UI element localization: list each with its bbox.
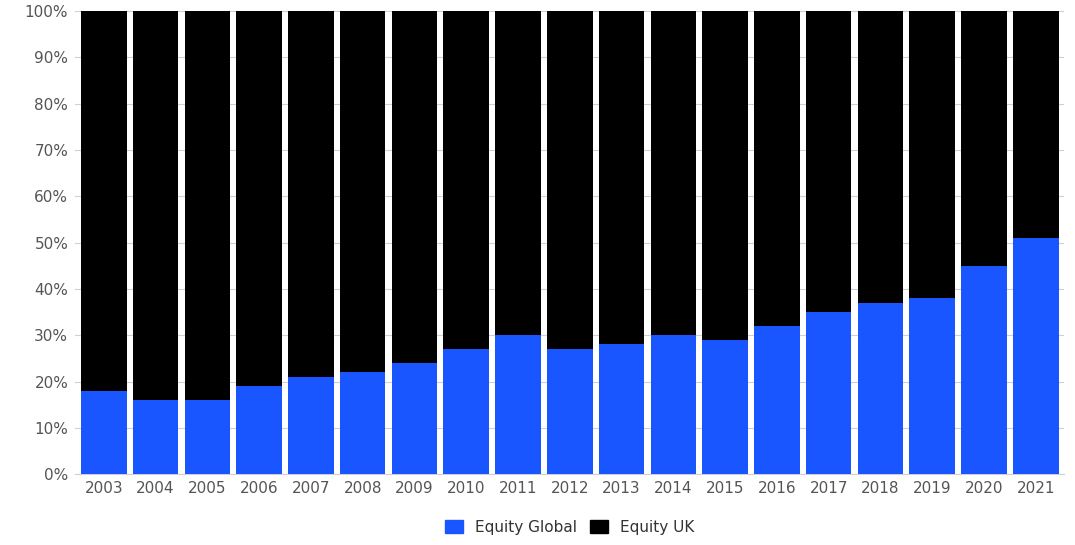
Bar (340, 11, 386, 372)
Bar (391, 11, 438, 363)
Bar (443, 11, 489, 349)
Bar (547, 349, 592, 474)
Legend: Equity Global, Equity UK: Equity Global, Equity UK (439, 513, 701, 541)
Bar (961, 11, 1007, 265)
Bar (702, 11, 748, 340)
Bar (806, 11, 851, 312)
Bar (806, 312, 851, 474)
Bar (81, 11, 127, 391)
Bar (858, 11, 903, 303)
Bar (132, 400, 178, 474)
Bar (496, 11, 541, 335)
Bar (288, 377, 333, 474)
Bar (961, 265, 1007, 474)
Bar (754, 11, 800, 326)
Bar (496, 335, 541, 474)
Bar (1013, 238, 1059, 474)
Bar (547, 11, 592, 349)
Bar (236, 11, 282, 386)
Bar (391, 363, 438, 474)
Bar (599, 344, 644, 474)
Bar (185, 400, 230, 474)
Bar (236, 386, 282, 474)
Bar (185, 11, 230, 400)
Bar (288, 11, 333, 377)
Bar (1013, 11, 1059, 238)
Bar (81, 391, 127, 474)
Bar (650, 335, 697, 474)
Bar (754, 326, 800, 474)
Bar (132, 11, 178, 400)
Bar (858, 303, 903, 474)
Bar (909, 11, 955, 298)
Bar (650, 11, 697, 335)
Bar (443, 349, 489, 474)
Bar (599, 11, 644, 344)
Bar (909, 298, 955, 474)
Bar (340, 372, 386, 474)
Bar (702, 340, 748, 474)
